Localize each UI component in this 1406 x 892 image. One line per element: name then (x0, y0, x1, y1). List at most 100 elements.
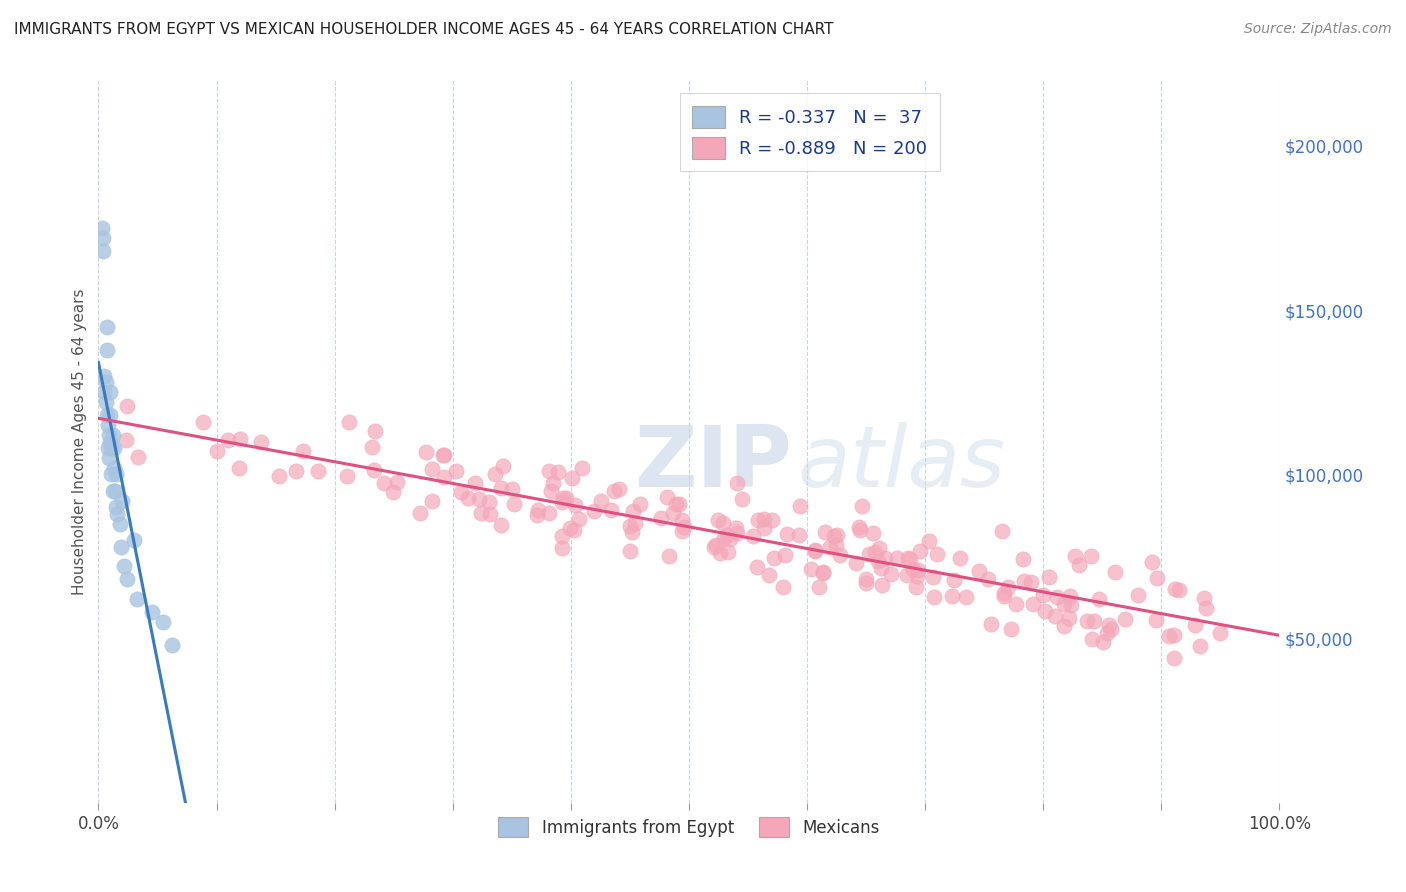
Point (1099, 622, 1122, 636)
Point (787, 528, 810, 542)
Point (991, 524, 1014, 538)
Point (813, 524, 835, 539)
Point (868, 554, 890, 568)
Point (1080, 549, 1102, 563)
Point (862, 525, 884, 540)
Point (1060, 599, 1083, 613)
Point (98, 434, 121, 449)
Point (360, 440, 382, 454)
Point (432, 449, 454, 463)
Point (713, 531, 735, 545)
Point (1163, 651, 1185, 665)
Point (851, 499, 873, 513)
Point (754, 521, 776, 535)
Point (564, 498, 586, 512)
Point (1163, 628, 1185, 642)
Point (217, 433, 239, 447)
Point (93, 385, 115, 400)
Point (1104, 566, 1126, 580)
Point (568, 512, 591, 526)
Point (228, 460, 250, 475)
Point (464, 475, 486, 490)
Point (813, 566, 835, 580)
Point (492, 459, 515, 474)
Text: Source: ZipAtlas.com: Source: ZipAtlas.com (1244, 22, 1392, 37)
Point (1114, 612, 1136, 626)
Point (731, 492, 754, 507)
Point (825, 539, 848, 553)
Point (1032, 588, 1054, 602)
Point (949, 551, 972, 566)
Point (561, 471, 583, 485)
Point (250, 435, 273, 450)
Point (761, 513, 783, 527)
Point (1014, 574, 1036, 588)
Point (993, 586, 1015, 600)
Point (898, 552, 921, 566)
Point (501, 482, 523, 496)
Point (869, 561, 891, 575)
Point (478, 495, 501, 509)
Point (1142, 555, 1164, 569)
Point (941, 589, 963, 603)
Point (115, 573, 138, 587)
Point (571, 460, 593, 475)
Y-axis label: Householder Income Ages 45 - 64 years: Householder Income Ages 45 - 64 years (72, 288, 87, 595)
Point (655, 490, 678, 504)
Point (903, 562, 925, 576)
Point (1043, 608, 1066, 623)
Point (772, 580, 794, 594)
Point (922, 590, 945, 604)
Point (725, 476, 748, 491)
Point (112, 559, 135, 574)
Point (152, 615, 174, 630)
Point (879, 567, 901, 582)
Point (818, 540, 841, 554)
Point (905, 569, 928, 583)
Point (127, 450, 149, 464)
Point (583, 504, 606, 518)
Point (725, 525, 748, 540)
Point (101, 483, 124, 498)
Point (1000, 622, 1022, 636)
Point (489, 481, 512, 495)
Point (267, 469, 290, 483)
Point (776, 526, 799, 541)
Point (848, 523, 870, 537)
Point (845, 556, 868, 570)
Point (623, 516, 645, 531)
Point (91, 221, 114, 235)
Point (470, 506, 492, 520)
Point (105, 507, 128, 521)
Point (980, 617, 1002, 632)
Point (382, 485, 405, 500)
Point (1021, 597, 1043, 611)
Point (1144, 614, 1167, 628)
Point (337, 415, 360, 429)
Point (364, 424, 387, 438)
Point (1069, 558, 1091, 572)
Point (762, 551, 785, 566)
Point (555, 491, 578, 505)
Point (527, 502, 550, 516)
Point (551, 529, 574, 543)
Point (886, 551, 908, 566)
Point (373, 475, 395, 490)
Point (905, 580, 928, 594)
Point (855, 572, 877, 586)
Point (1126, 588, 1149, 602)
Point (115, 433, 138, 447)
Point (672, 520, 695, 534)
Point (420, 493, 443, 508)
Point (827, 528, 849, 542)
Point (98, 428, 121, 442)
Point (105, 467, 128, 482)
Point (977, 572, 1000, 586)
Point (804, 544, 827, 558)
Point (942, 573, 965, 587)
Point (1081, 632, 1104, 647)
Point (502, 498, 524, 512)
Point (1194, 591, 1216, 605)
Point (848, 520, 870, 534)
Point (628, 498, 651, 512)
